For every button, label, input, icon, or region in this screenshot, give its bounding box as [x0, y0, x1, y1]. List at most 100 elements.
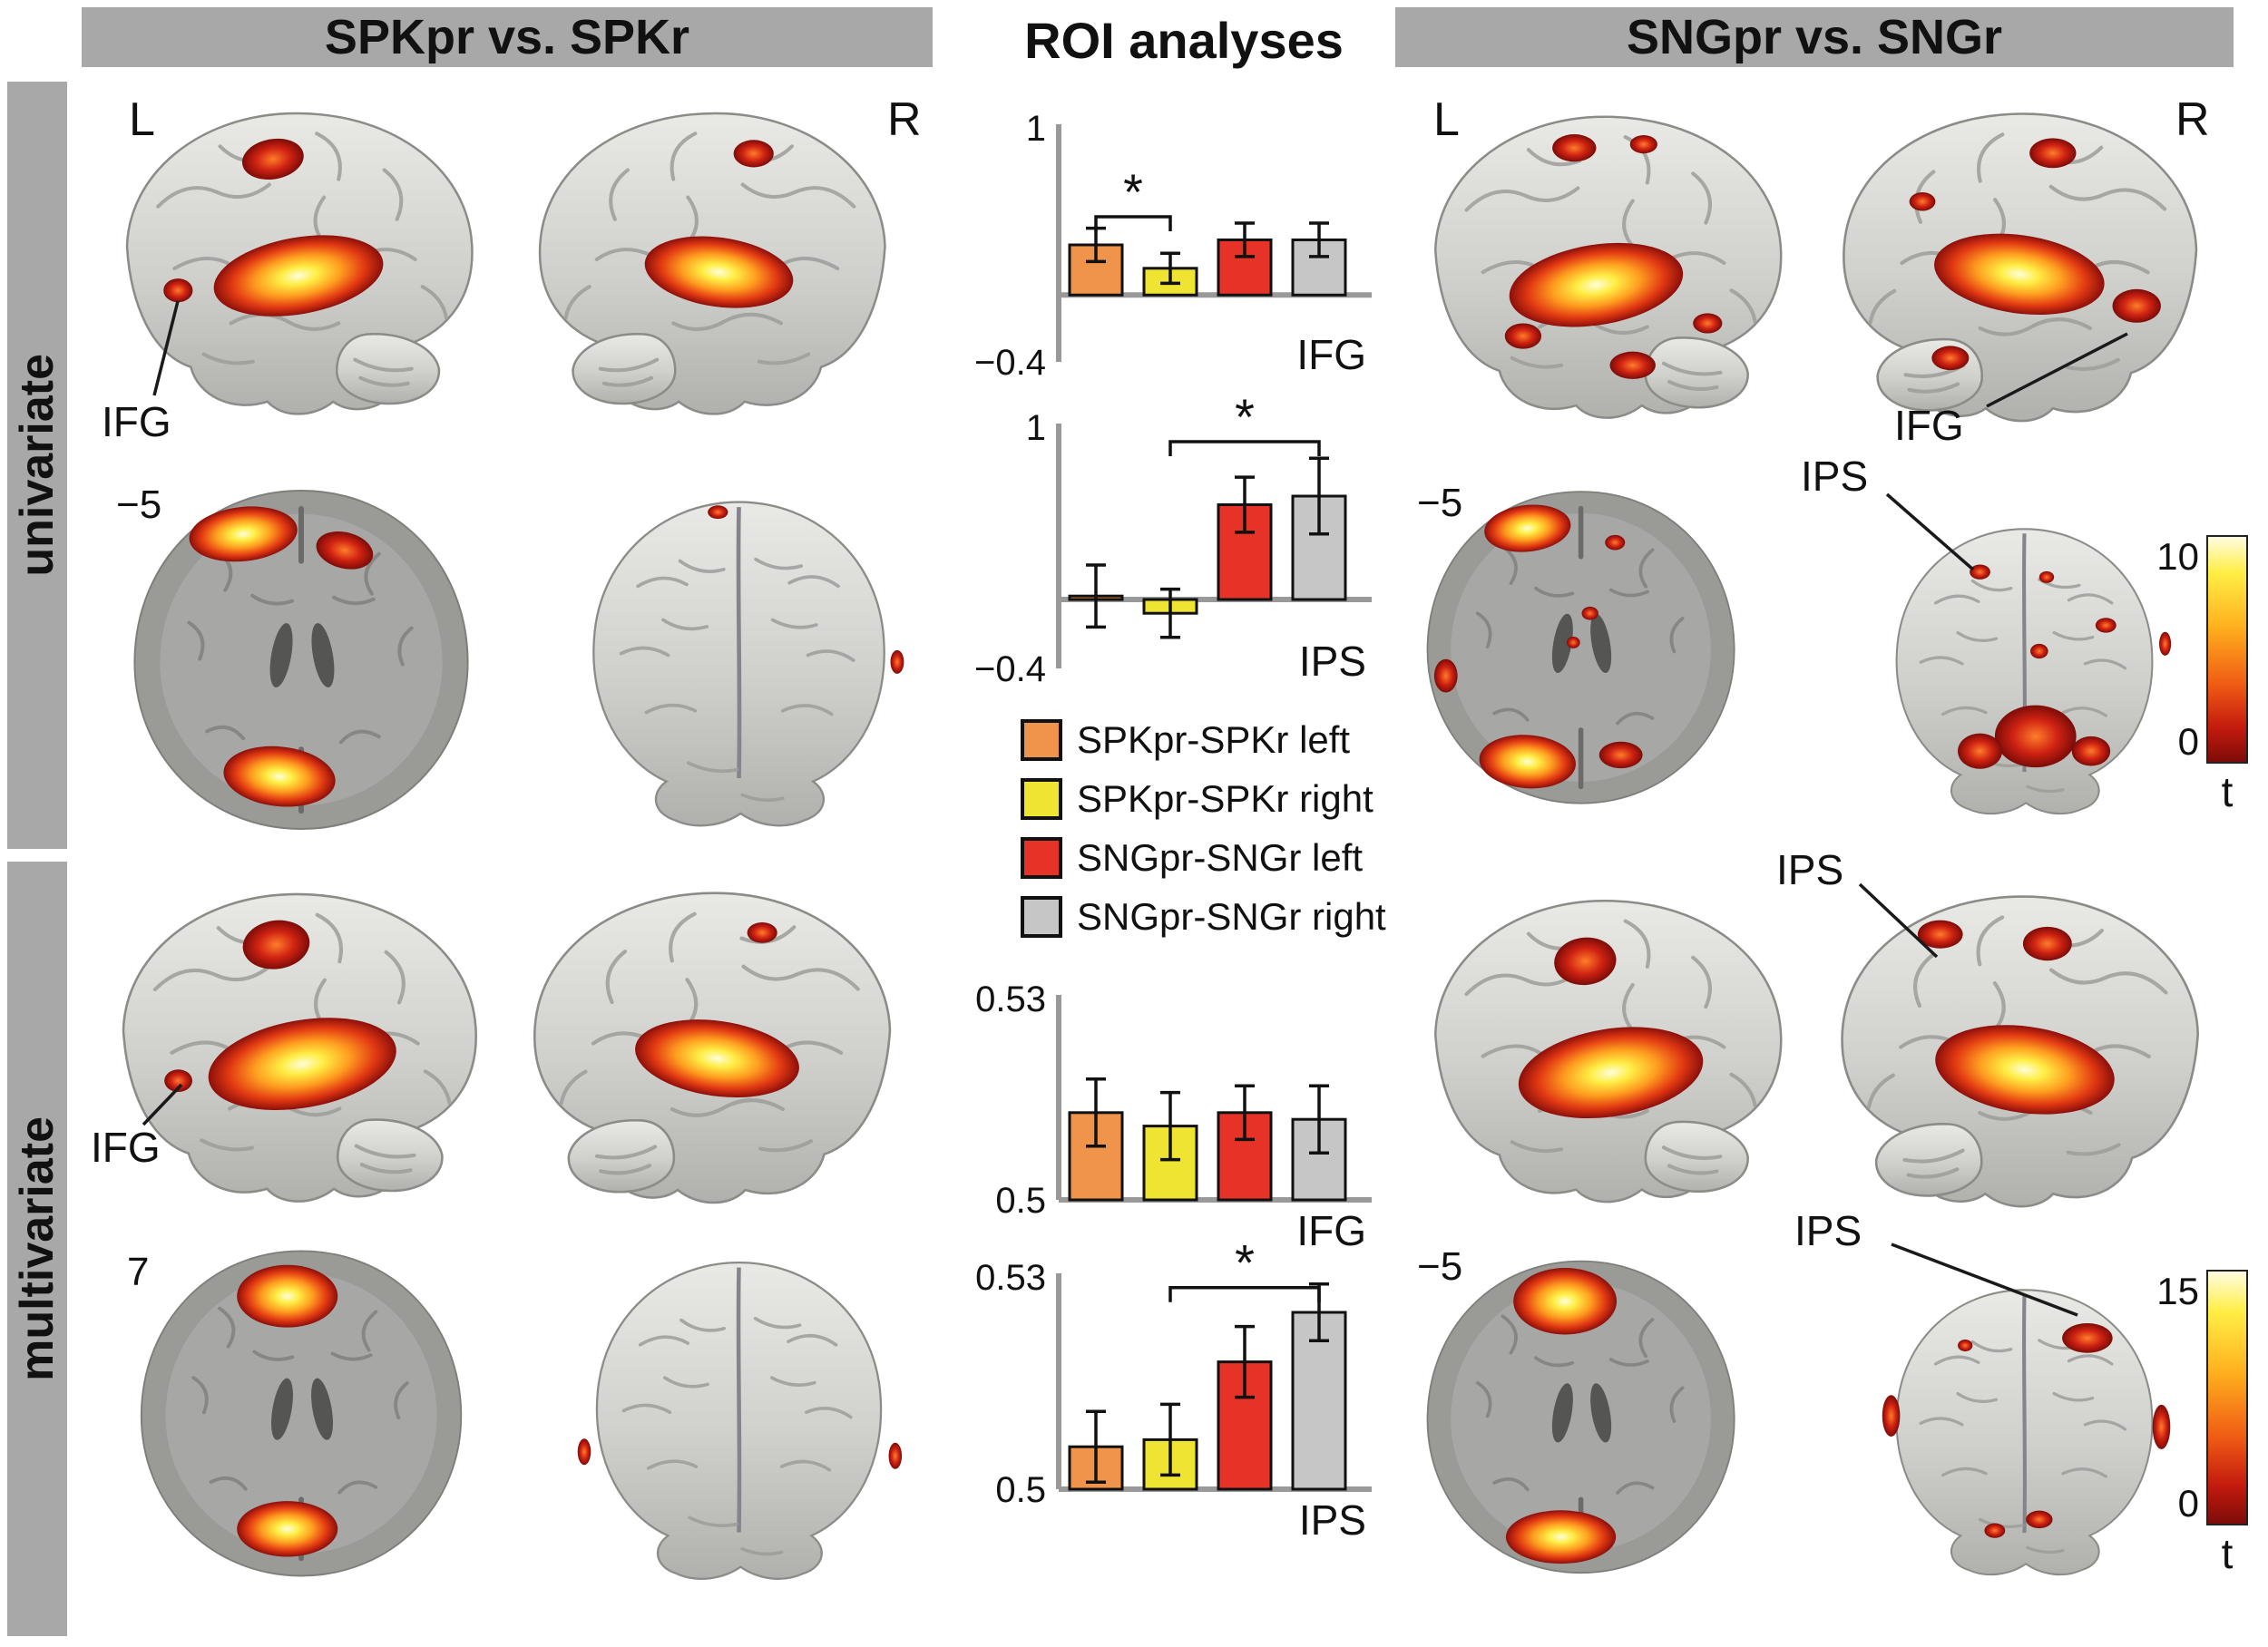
- y-tick-label: 0.53: [975, 979, 1046, 1019]
- row-label-multivariate-text: multivariate: [11, 1116, 64, 1381]
- activation-blobs: [644, 140, 794, 308]
- colorbar-multivariate: 15 0 t: [2156, 1270, 2248, 1578]
- chart-svg: 0.53 0.5 IFG: [975, 979, 1372, 1254]
- bar: [1068, 243, 1124, 297]
- roi-chart-univariate-ifg: 1 −0.4 IFG *: [974, 109, 1379, 383]
- brain-lateral-left-spk-multivariate: [90, 869, 500, 1216]
- activation-blobs: [1958, 564, 2172, 769]
- legend: SPKpr-SPKr left SPKpr-SPKr right SNGpr-SNG…: [1021, 718, 1386, 939]
- activation-blobs: [237, 1264, 338, 1557]
- activation-blobs: [708, 505, 904, 674]
- hemisphere-label-right-sng: R: [2175, 93, 2210, 146]
- header-roi-analyses: ROI analyses: [1024, 12, 1344, 69]
- row-label-multivariate: multivariate: [7, 862, 67, 1636]
- colorbar-unit-label: t: [2221, 768, 2234, 815]
- row-label-univariate: univariate: [7, 82, 67, 849]
- region-annotation-ifg-spk-univariate: IFG: [102, 398, 171, 445]
- brain-lateral-right-sng-multivariate: [1818, 869, 2232, 1223]
- activation-blobs: [1505, 1267, 1618, 1564]
- region-annotation-ips-sng-univariate: IPS: [1801, 453, 1869, 500]
- header-spk: SPKpr vs. SPKr: [82, 7, 933, 67]
- brain-axial-spk-multivariate: [104, 1239, 500, 1586]
- significance-bracket: [1094, 215, 1172, 232]
- brain-lateral-left-sng-univariate: [1403, 90, 1804, 434]
- region-annotation-ifg-spk-multivariate: IFG: [91, 1124, 161, 1171]
- region-label: IPS: [1299, 638, 1366, 685]
- y-tick-label: −0.4: [974, 343, 1046, 383]
- hemisphere-label-right-spk: R: [887, 93, 922, 146]
- region-label: IFG: [1296, 331, 1366, 378]
- significance-star: *: [1235, 388, 1255, 445]
- region-annotation-ips-sng-multivariate-posterior: IPS: [1794, 1207, 1862, 1254]
- brain-posterior-sng-univariate: [1869, 514, 2180, 833]
- colorbar-univariate: 10 0 t: [2156, 535, 2248, 816]
- slice-label-sng-multivariate: −5: [1417, 1244, 1463, 1289]
- roi-chart-univariate-ips: 1 −0.4 IPS *: [974, 388, 1379, 689]
- hemisphere-label-left-spk: L: [129, 93, 155, 146]
- y-tick-label: 0.5: [995, 1181, 1046, 1221]
- region-annotation-ips-sng-multivariate-lateral: IPS: [1776, 846, 1844, 893]
- activation-blobs: [189, 506, 374, 807]
- chart-svg: 0.53 0.5 IPS *: [975, 1234, 1372, 1544]
- brain-axial-spk-univariate: [104, 478, 500, 840]
- significance-bracket: [1168, 1285, 1321, 1302]
- activation-blobs: [635, 922, 799, 1098]
- region-label: IPS: [1299, 1496, 1366, 1544]
- region-label: IFG: [1296, 1207, 1366, 1254]
- brain-lateral-left-sng-multivariate: [1403, 869, 1804, 1223]
- slice-label-sng-univariate: −5: [1417, 481, 1463, 525]
- significance-star: *: [1123, 163, 1143, 220]
- brain-posterior-sng-multivariate: [1869, 1275, 2180, 1593]
- legend-swatch-sng_left: [1021, 837, 1062, 879]
- hemisphere-label-left-sng: L: [1433, 93, 1460, 146]
- brain-lateral-right-spk-multivariate: [507, 869, 927, 1216]
- colorbar-min-label: 0: [2177, 1482, 2199, 1525]
- significance-star: *: [1235, 1234, 1255, 1291]
- activation-blobs: [1504, 134, 1723, 379]
- roi-chart-multivariate-ips: 0.53 0.5 IPS *: [975, 1234, 1379, 1544]
- y-tick-label: 0.5: [995, 1470, 1046, 1510]
- brain-axial-sng-multivariate: [1403, 1239, 1761, 1593]
- significance-bracket: [1168, 440, 1321, 456]
- legend-swatch-spk_right: [1021, 778, 1062, 820]
- y-tick-label: 1: [1026, 109, 1046, 149]
- slice-label-spk-univariate: −5: [116, 482, 162, 527]
- activation-blobs: [1882, 1323, 2171, 1538]
- y-tick-label: 0.53: [975, 1258, 1046, 1298]
- colorbar-gradient: [2206, 1270, 2248, 1525]
- brain-axial-sng-univariate: [1403, 475, 1761, 818]
- colorbar-gradient: [2206, 535, 2248, 764]
- activation-blobs: [1909, 138, 2161, 371]
- legend-swatch-spk_left: [1021, 719, 1062, 761]
- legend-label: SNGpr-SNGr right: [1077, 895, 1386, 938]
- region-annotation-ifg-sng-univariate: IFG: [1894, 402, 1964, 449]
- brain-lateral-left-spk-univariate: [90, 90, 500, 427]
- colorbar-min-label: 0: [2177, 720, 2199, 763]
- colorbar-unit-label: t: [2221, 1530, 2234, 1577]
- roi-chart-multivariate-ifg: 0.53 0.5 IFG: [975, 979, 1379, 1254]
- brain-lateral-right-sng-univariate: [1818, 90, 2232, 434]
- legend-item-spk_left: SPKpr-SPKr left: [1021, 718, 1386, 762]
- slice-label-spk-multivariate: 7: [127, 1250, 150, 1294]
- row-label-univariate-text: univariate: [11, 354, 64, 577]
- chart-svg: 1 −0.4 IPS *: [974, 388, 1372, 689]
- brain-lateral-right-spk-univariate: [507, 90, 927, 427]
- legend-label: SNGpr-SNGr left: [1077, 836, 1364, 879]
- brain-posterior-spk-multivariate: [558, 1246, 920, 1600]
- activation-blobs: [1518, 937, 1704, 1119]
- y-tick-label: −0.4: [974, 649, 1046, 689]
- header-sng: SNGpr vs. SNGr: [1395, 7, 2234, 67]
- brain-posterior-spk-univariate: [558, 485, 920, 847]
- activation-blobs: [1433, 504, 1643, 789]
- chart-svg: 1 −0.4 IFG *: [974, 109, 1372, 383]
- colorbar-max-label: 10: [2156, 535, 2199, 578]
- legend-label: SPKpr-SPKr right: [1077, 777, 1374, 820]
- legend-swatch-sng_right: [1021, 896, 1062, 938]
- colorbar-max-label: 15: [2156, 1270, 2199, 1312]
- activation-blobs: [163, 138, 384, 317]
- legend-item-sng_right: SNGpr-SNGr right: [1021, 895, 1386, 939]
- activation-blobs: [577, 1438, 903, 1469]
- legend-item-spk_right: SPKpr-SPKr right: [1021, 777, 1386, 821]
- legend-item-sng_left: SNGpr-SNGr left: [1021, 836, 1386, 880]
